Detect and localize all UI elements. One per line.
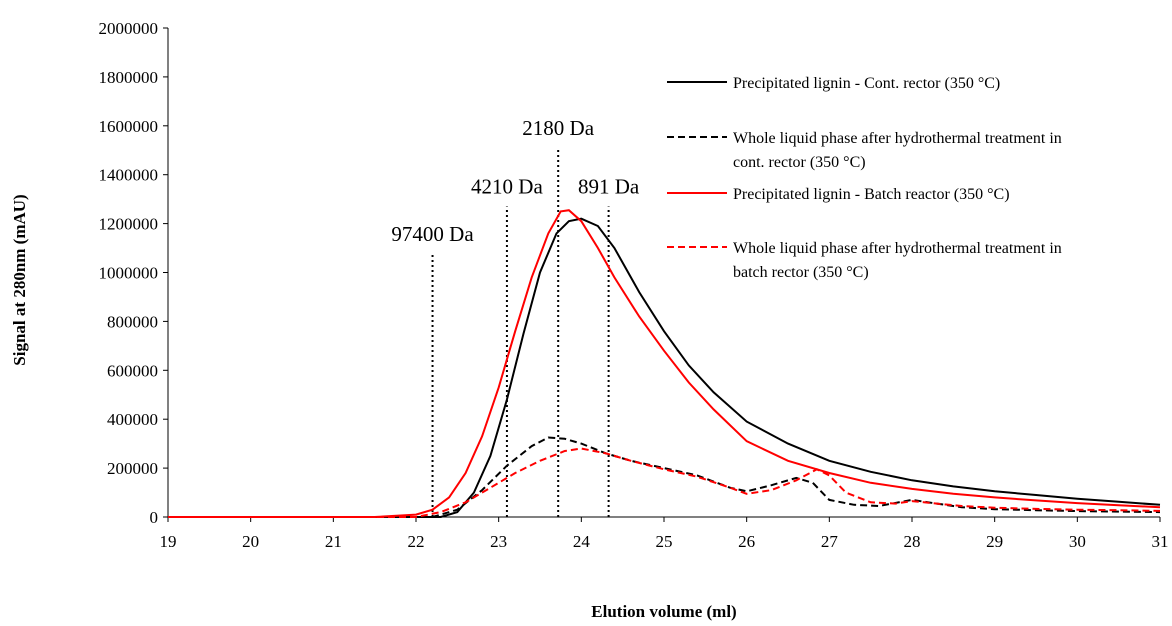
y-tick-label: 2000000 <box>99 19 159 38</box>
x-tick-label: 25 <box>656 532 673 551</box>
y-tick-label: 600000 <box>107 361 158 380</box>
legend-label: Precipitated lignin - Cont. rector (350 … <box>733 75 1000 92</box>
y-tick-label: 1000000 <box>99 264 159 283</box>
x-tick-label: 27 <box>821 532 839 551</box>
x-tick-label: 22 <box>408 532 425 551</box>
x-axis-title: Elution volume (ml) <box>591 602 736 621</box>
y-tick-label: 1400000 <box>99 166 159 185</box>
x-tick-label: 19 <box>160 532 177 551</box>
x-tick-label: 29 <box>986 532 1003 551</box>
y-tick-label: 800000 <box>107 312 158 331</box>
x-tick-label: 26 <box>738 532 755 551</box>
x-tick-label: 28 <box>904 532 921 551</box>
reference-line-label: 97400 Da <box>391 222 474 246</box>
y-tick-label: 1800000 <box>99 68 159 87</box>
reference-line-label: 2180 Da <box>522 116 594 140</box>
reference-line-label: 891 Da <box>578 174 640 198</box>
y-tick-label: 400000 <box>107 410 158 429</box>
x-axis-ticks: 19 20 21 22 23 24 25 26 27 28 29 30 31 <box>160 517 1169 551</box>
x-tick-label: 23 <box>490 532 507 551</box>
y-tick-label: 0 <box>150 508 159 527</box>
axes <box>167 28 1160 518</box>
y-axis-title: Signal at 280nm (mAU) <box>10 194 29 365</box>
series-line <box>168 217 1161 518</box>
legend-label: Whole liquid phase after hydrothermal tr… <box>733 240 1062 257</box>
reference-line-label: 4210 Da <box>471 174 543 198</box>
series-line <box>168 447 1161 518</box>
legend-label: cont. rector (350 °C) <box>733 154 866 171</box>
series-lines <box>168 209 1161 518</box>
x-tick-label: 20 <box>242 532 259 551</box>
x-tick-label: 30 <box>1069 532 1086 551</box>
y-axis-ticks: 0 200000 400000 600000 800000 1000000 1200000 1… <box>99 19 168 527</box>
x-tick-label: 31 <box>1152 532 1169 551</box>
y-tick-label: 200000 <box>107 459 158 478</box>
x-tick-label: 21 <box>325 532 342 551</box>
x-tick-label: 24 <box>573 532 591 551</box>
series-line <box>168 209 1161 518</box>
legend-label: batch rector (350 °C) <box>733 264 869 281</box>
molecular-weight-reference-lines: 97400 Da 4210 Da 2180 Da 891 Da <box>391 116 640 517</box>
series-line <box>168 436 1161 518</box>
y-tick-label: 1200000 <box>99 215 159 234</box>
legend-label: Precipitated lignin - Batch reactor (350… <box>733 186 1010 203</box>
legend-label: Whole liquid phase after hydrothermal tr… <box>733 130 1062 147</box>
legend: Precipitated lignin - Cont. rector (350 … <box>667 75 1062 281</box>
y-tick-label: 1600000 <box>99 117 159 136</box>
